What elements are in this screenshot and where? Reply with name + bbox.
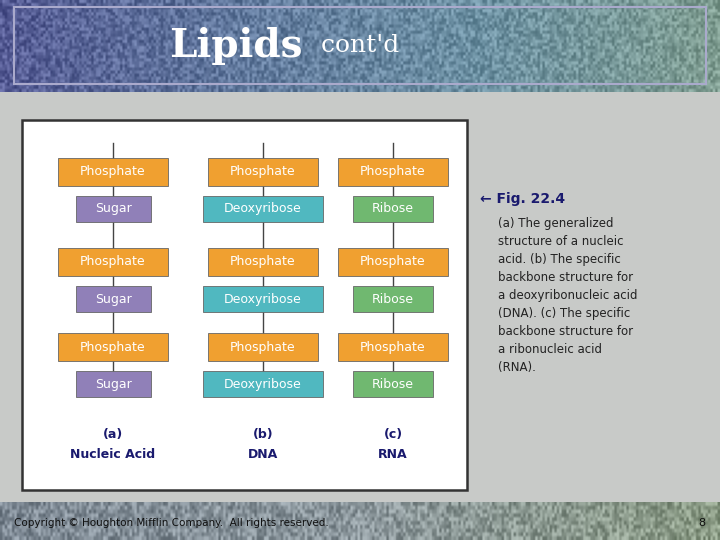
Bar [338, 333, 448, 361]
Text: cont'd: cont'd [313, 35, 400, 57]
Text: DNA: DNA [248, 448, 278, 461]
Text: (b): (b) [253, 428, 274, 441]
Bar [208, 248, 318, 276]
Text: Deoxyribose: Deoxyribose [224, 202, 302, 215]
Bar [208, 158, 318, 186]
Text: Sugar: Sugar [94, 293, 131, 306]
Text: Sugar: Sugar [94, 202, 131, 215]
Text: (c): (c) [384, 428, 402, 441]
Text: Nucleic Acid: Nucleic Acid [71, 448, 156, 461]
Bar [353, 371, 433, 397]
Bar [14, 8, 706, 84]
Bar [203, 371, 323, 397]
Text: RNA: RNA [378, 448, 408, 461]
Text: Lipids: Lipids [169, 27, 302, 65]
Bar [58, 333, 168, 361]
Bar [353, 286, 433, 312]
Text: Phosphate: Phosphate [230, 255, 296, 268]
Bar [76, 286, 150, 312]
Bar [58, 158, 168, 186]
Bar [76, 371, 150, 397]
Bar [353, 196, 433, 222]
Text: Deoxyribose: Deoxyribose [224, 293, 302, 306]
Bar [58, 248, 168, 276]
Text: Ribose: Ribose [372, 377, 414, 390]
Bar [22, 120, 467, 490]
Text: Phosphate: Phosphate [80, 341, 146, 354]
Text: 8: 8 [698, 518, 706, 528]
Text: Phosphate: Phosphate [230, 165, 296, 178]
Text: Ribose: Ribose [372, 293, 414, 306]
Bar [76, 196, 150, 222]
Text: Ribose: Ribose [372, 202, 414, 215]
Text: Phosphate: Phosphate [360, 165, 426, 178]
Text: Deoxyribose: Deoxyribose [224, 377, 302, 390]
Bar [203, 286, 323, 312]
Text: Phosphate: Phosphate [230, 341, 296, 354]
Bar [208, 333, 318, 361]
Text: ← Fig. 22.4: ← Fig. 22.4 [480, 192, 565, 206]
Bar [203, 196, 323, 222]
Text: Sugar: Sugar [94, 377, 131, 390]
Text: Phosphate: Phosphate [360, 341, 426, 354]
Text: Phosphate: Phosphate [80, 165, 146, 178]
Bar [338, 248, 448, 276]
Text: Phosphate: Phosphate [80, 255, 146, 268]
Bar [338, 158, 448, 186]
Text: Copyright © Houghton Mifflin Company.  All rights reserved.: Copyright © Houghton Mifflin Company. Al… [14, 518, 329, 528]
Text: (a): (a) [103, 428, 123, 441]
Text: Phosphate: Phosphate [360, 255, 426, 268]
Text: (a) The generalized
structure of a nucleic
acid. (b) The specific
backbone struc: (a) The generalized structure of a nucle… [498, 217, 637, 374]
